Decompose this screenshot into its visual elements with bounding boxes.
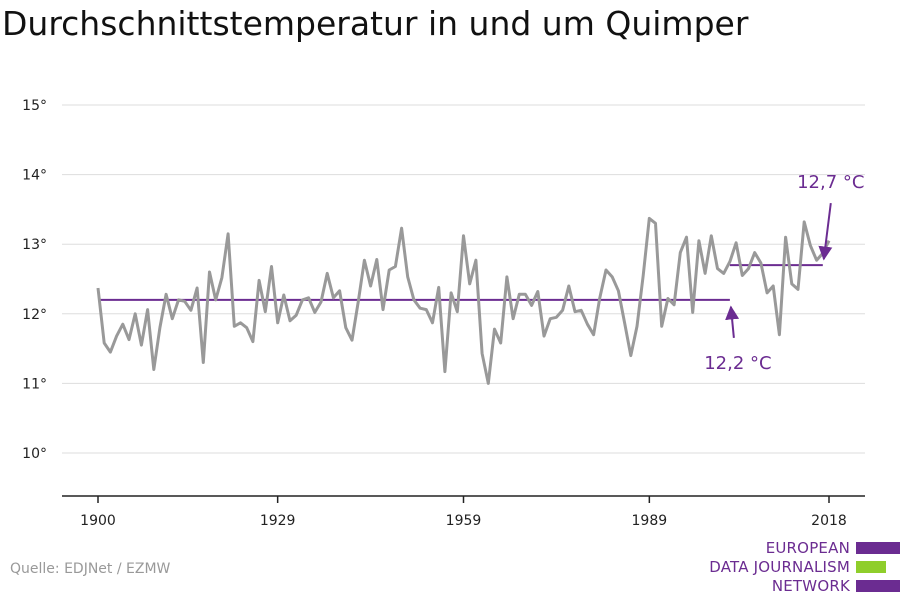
grid-lines: [62, 104, 865, 454]
y-tick-label: 15°: [22, 98, 47, 114]
annotations: 12,2 °C 12,7 °C: [704, 172, 864, 374]
y-tick-label: 14°: [22, 168, 47, 184]
x-tick-label: 1959: [446, 513, 482, 529]
x-tick-label: 1929: [260, 513, 296, 529]
page-title: Durchschnittstemperatur in und um Quimpe…: [2, 4, 749, 43]
annotation-label-12-7: 12,7 °C: [797, 172, 864, 193]
temperature-series-line: [96, 216, 831, 385]
y-tick-label: 13°: [22, 237, 47, 253]
logo-line-2: DATA JOURNALISM: [709, 558, 850, 576]
logo-bar-purple-bottom: [856, 580, 900, 592]
y-axis: 10° 11° 12° 13° 14° 15°: [22, 98, 47, 462]
y-tick-label: 10°: [22, 446, 47, 462]
logo-bar-purple-top: [856, 542, 900, 554]
y-tick-label: 11°: [22, 376, 47, 392]
x-axis: 1900 1929 1959 1989 2018: [80, 496, 847, 529]
y-tick-label: 12°: [22, 307, 47, 323]
annotation-label-12-2: 12,2 °C: [704, 353, 771, 374]
x-tick-label: 1900: [80, 513, 116, 529]
logo-line-1: EUROPEAN: [765, 539, 850, 557]
annotation-arrow-12-2: [725, 305, 740, 338]
annotation-arrow-12-7: [818, 202, 833, 261]
edjnet-logo: EUROPEAN DATA JOURNALISM NETWORK: [700, 539, 900, 597]
logo-bar-green: [856, 561, 886, 573]
source-note: Quelle: EDJNet / EZMW: [10, 561, 171, 577]
x-tick-label: 2018: [811, 513, 847, 529]
logo-line-3: NETWORK: [771, 577, 850, 595]
x-tick-label: 1989: [632, 513, 668, 529]
